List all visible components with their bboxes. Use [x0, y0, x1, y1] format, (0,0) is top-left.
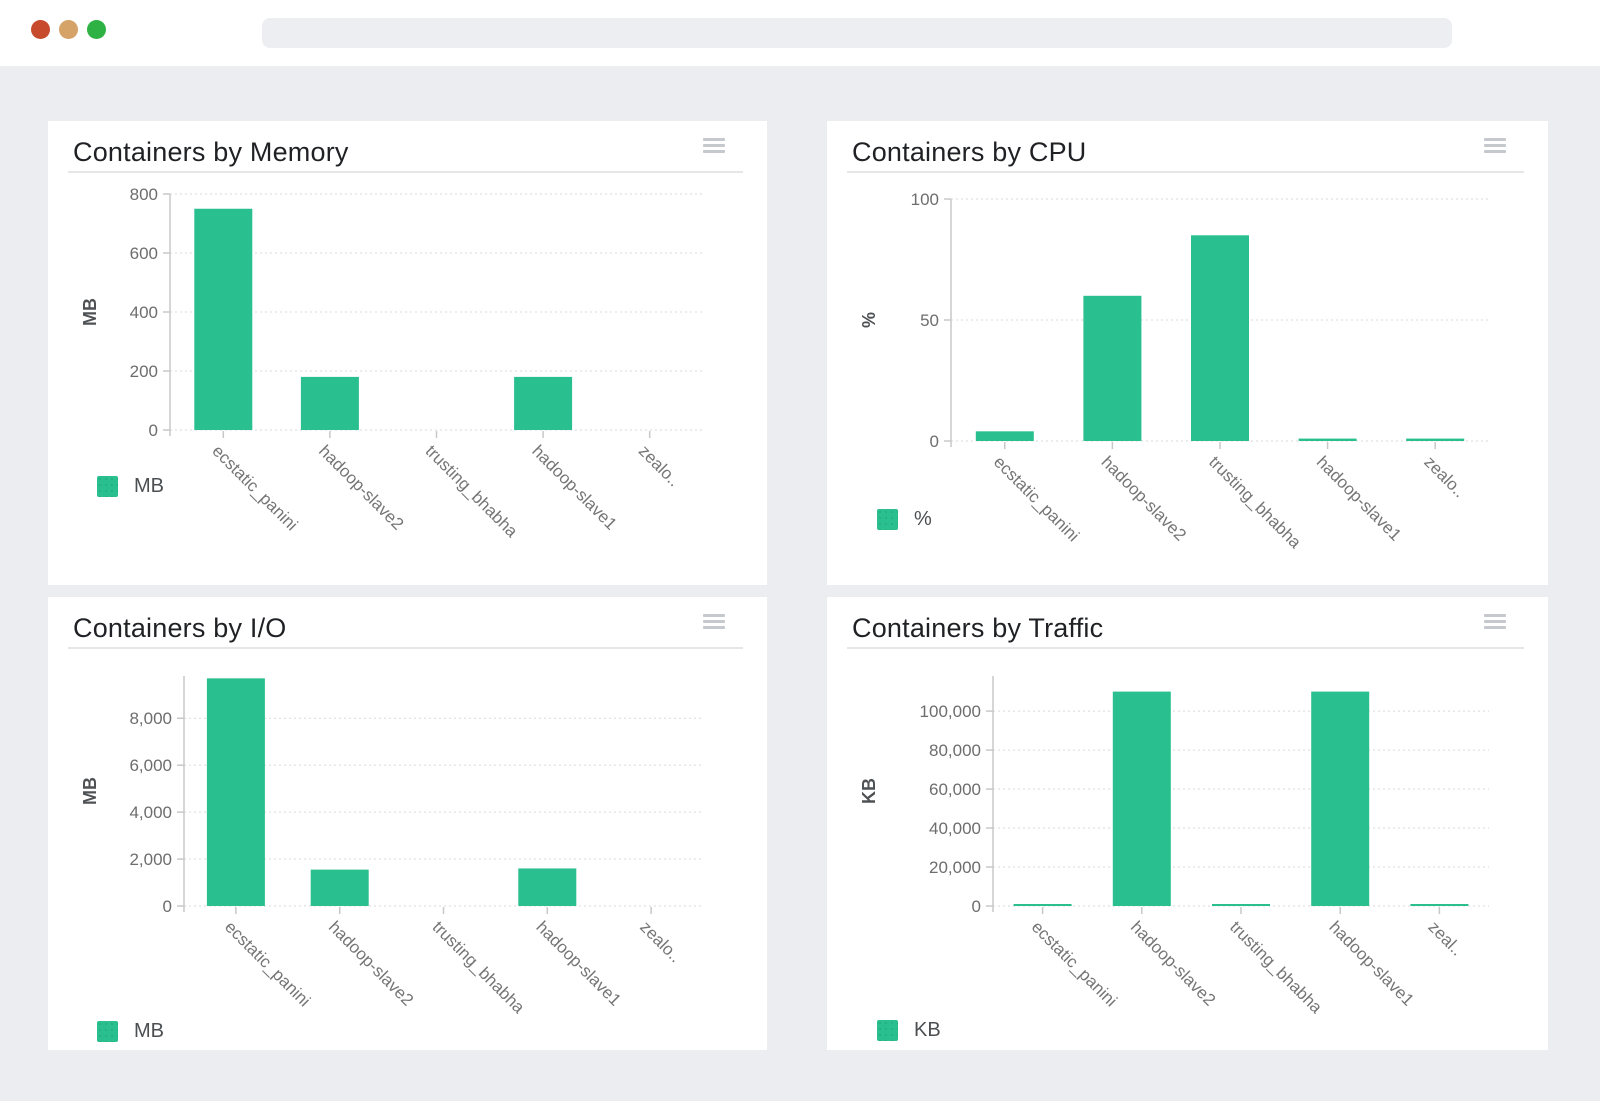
title-divider [847, 647, 1524, 649]
panel-containers-by-io: Containers by I/O 0 2,000 4,000 6,000 8,000 M… [48, 597, 767, 1050]
dashboard: Containers by Memory 0 200 400 600 800 MB ecst… [0, 66, 1600, 1101]
legend-item[interactable]: MB [97, 475, 164, 498]
svg-text:zealo..: zealo.. [635, 441, 684, 490]
window-close-dot[interactable] [31, 20, 50, 39]
svg-text:zealo..: zealo.. [636, 917, 685, 966]
svg-text:hadoop-slave2: hadoop-slave2 [1098, 452, 1190, 544]
svg-text:80,000: 80,000 [929, 741, 981, 760]
svg-text:hadoop-slave1: hadoop-slave1 [532, 917, 624, 1009]
panel-title: Containers by Memory [73, 137, 349, 167]
browser-chrome [0, 0, 1600, 66]
cpu-bar-chart: 0 50 100% ecstatic_panini hadoop-slave2 trust… [859, 190, 1489, 552]
svg-text:ecstatic_panini: ecstatic_panini [208, 441, 301, 534]
svg-text:40,000: 40,000 [929, 819, 981, 838]
legend-swatch [97, 476, 118, 497]
legend-label: MB [134, 1020, 164, 1042]
svg-text:60,000: 60,000 [929, 780, 981, 799]
svg-text:200: 200 [130, 362, 158, 381]
svg-text:6,000: 6,000 [129, 756, 172, 775]
svg-text:hadoop-slave2: hadoop-slave2 [325, 917, 417, 1009]
svg-text:0: 0 [149, 421, 158, 440]
title-divider [68, 647, 743, 649]
svg-text:MB: MB [80, 298, 100, 326]
svg-text:ecstatic_panini: ecstatic_panini [1028, 917, 1121, 1010]
svg-text:0: 0 [930, 432, 939, 451]
svg-text:800: 800 [130, 185, 158, 204]
svg-text:8,000: 8,000 [129, 709, 172, 728]
legend-swatch [877, 1020, 898, 1041]
legend-label: % [914, 508, 932, 530]
svg-text:KB: KB [859, 778, 879, 804]
panel-containers-by-memory: Containers by Memory 0 200 400 600 800 MB ecst… [48, 121, 767, 585]
svg-text:hadoop-slave1: hadoop-slave1 [1325, 917, 1417, 1009]
svg-text:MB: MB [80, 777, 100, 805]
svg-text:ecstatic_panini: ecstatic_panini [990, 452, 1083, 545]
svg-text:trusting_bhabha: trusting_bhabha [429, 917, 529, 1017]
panel-menu-icon[interactable] [1484, 613, 1506, 633]
panel-title: Containers by I/O [73, 613, 287, 643]
svg-text:100: 100 [911, 190, 939, 209]
svg-text:400: 400 [130, 303, 158, 322]
svg-text:600: 600 [130, 244, 158, 263]
svg-text:4,000: 4,000 [129, 803, 172, 822]
panel-menu-icon[interactable] [703, 137, 725, 157]
legend-item[interactable]: % [877, 508, 932, 531]
svg-text:trusting_bhabha: trusting_bhabha [1226, 917, 1326, 1017]
svg-text:zealo..: zealo.. [1420, 452, 1469, 501]
svg-text:0: 0 [163, 897, 172, 916]
svg-text:zeal..: zeal.. [1425, 917, 1467, 959]
legend-label: KB [914, 1019, 941, 1041]
svg-text:trusting_bhabha: trusting_bhabha [422, 441, 522, 541]
panel-menu-icon[interactable] [703, 613, 725, 633]
window-minimize-dot[interactable] [59, 20, 78, 39]
title-divider [68, 171, 743, 173]
traffic-bar-chart: 0 20,000 40,000 60,000 80,000 100,000 KB ecstat… [859, 676, 1489, 1017]
svg-text:hadoop-slave2: hadoop-slave2 [1127, 917, 1219, 1009]
svg-text:20,000: 20,000 [929, 858, 981, 877]
svg-text:hadoop-slave1: hadoop-slave1 [1313, 452, 1405, 544]
svg-text:50: 50 [920, 311, 939, 330]
window-zoom-dot[interactable] [87, 20, 106, 39]
title-divider [847, 171, 1524, 173]
svg-text:hadoop-slave1: hadoop-slave1 [528, 441, 620, 533]
legend-label: MB [134, 475, 164, 497]
address-bar[interactable] [262, 18, 1452, 48]
panel-menu-icon[interactable] [1484, 137, 1506, 157]
panel-title: Containers by CPU [852, 137, 1087, 167]
panel-title: Containers by Traffic [852, 613, 1104, 643]
svg-text:ecstatic_panini: ecstatic_panini [221, 917, 314, 1010]
svg-text:trusting_bhabha: trusting_bhabha [1205, 452, 1305, 552]
svg-text:%: % [859, 312, 879, 328]
legend-swatch [877, 509, 898, 530]
panel-containers-by-cpu: Containers by CPU 0 50 100% ecstatic_panini… [827, 121, 1548, 585]
svg-text:2,000: 2,000 [129, 850, 172, 869]
legend-item[interactable]: KB [877, 1019, 941, 1042]
panel-containers-by-traffic: Containers by Traffic 0 20,000 40,000 60,00… [827, 597, 1548, 1050]
legend-item[interactable]: MB [97, 1020, 164, 1043]
legend-swatch [97, 1021, 118, 1042]
svg-text:0: 0 [972, 897, 981, 916]
svg-text:hadoop-slave2: hadoop-slave2 [315, 441, 407, 533]
svg-text:100,000: 100,000 [920, 702, 981, 721]
